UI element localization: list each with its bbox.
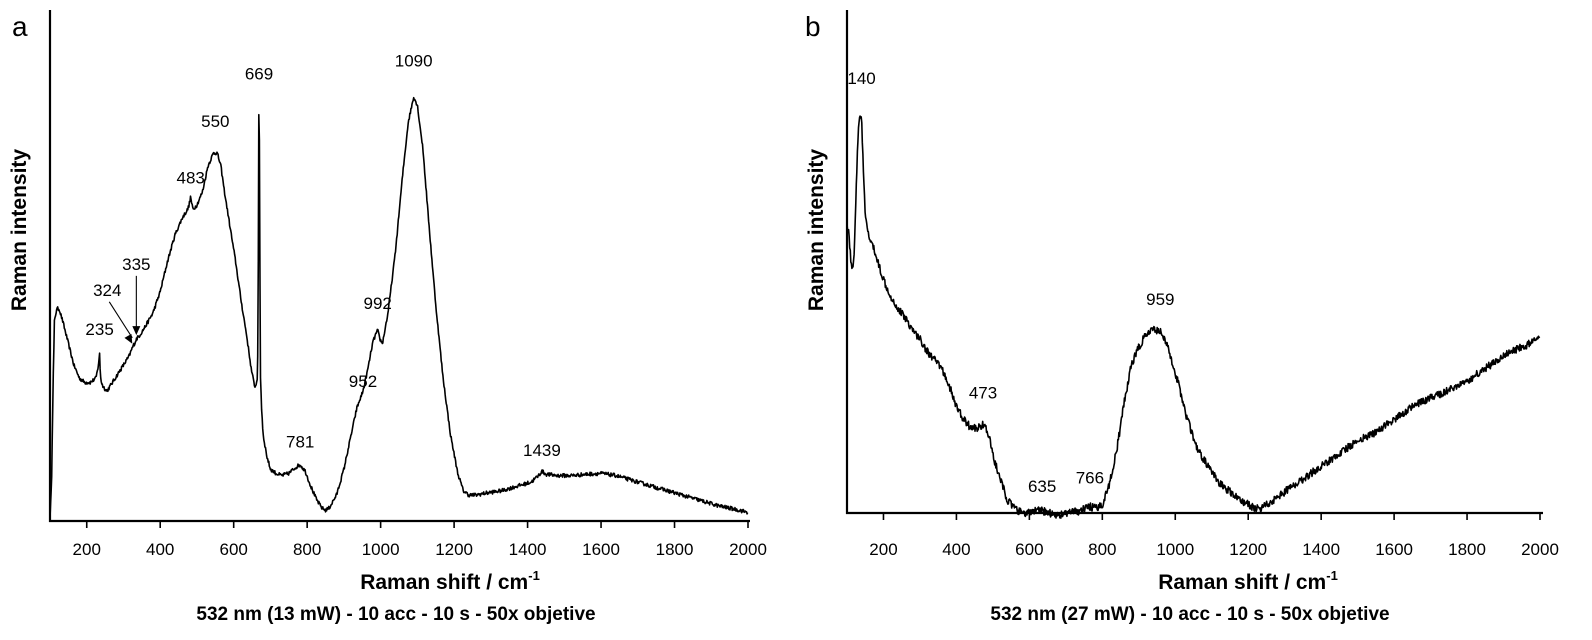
panel-a-tick-label-400: 400: [146, 540, 174, 559]
panel-b-peak-label-959: 959: [1146, 290, 1174, 309]
panel-letter-b: b: [805, 11, 821, 42]
panel-b-tick-label-800: 800: [1088, 540, 1116, 559]
panel-a-arrowhead-324: [124, 333, 133, 344]
panel-a-tick-label-1600: 1600: [582, 540, 620, 559]
panel-b-peak-label-635: 635: [1028, 477, 1056, 496]
panel-a-tick-label-1000: 1000: [362, 540, 400, 559]
panel-a-spectrum-line: [49, 96, 749, 519]
panel-b-x-ticks: 200 400 600 800 1000 1200 1400 1600 1800 2000: [869, 513, 1559, 559]
panel-a-tick-label-200: 200: [73, 540, 101, 559]
panel-a-x-axis-title: Raman shift / cm-1: [360, 568, 540, 594]
panel-b-spectrum-line: [846, 115, 1541, 519]
panel-b-tick-label-1800: 1800: [1448, 540, 1486, 559]
panel-a-peak-label-483: 483: [177, 168, 205, 187]
panel-a-y-axis-title: Raman intensity: [8, 149, 31, 312]
panel-b-x-axis-title: Raman shift / cm-1: [1158, 568, 1338, 594]
panel-b-peak-label-140: 140: [847, 69, 875, 88]
panel-a-peak-label-992: 992: [364, 294, 392, 313]
panel-b-x-axis-title-main: Raman shift / cm: [1158, 571, 1326, 594]
panel-a-peak-label-1090: 1090: [395, 51, 433, 70]
panel-a: a 200 400 600 800 1000 1200 1400 1600 1800 2000 2…: [8, 10, 767, 625]
panel-b-y-axis-title: Raman intensity: [805, 149, 828, 312]
panel-a-tick-label-1400: 1400: [509, 540, 547, 559]
panel-a-tick-label-600: 600: [219, 540, 247, 559]
panel-a-tick-label-1200: 1200: [435, 540, 473, 559]
panel-b-tick-label-600: 600: [1015, 540, 1043, 559]
panel-b-tick-label-200: 200: [869, 540, 897, 559]
panel-a-arrowhead-335: [132, 326, 141, 336]
panel-a-peak-label-235: 235: [85, 320, 113, 339]
panel-b-tick-label-400: 400: [942, 540, 970, 559]
panel-a-arrow-324: [108, 301, 133, 339]
panel-a-peak-label-1439: 1439: [523, 441, 561, 460]
panel-b-tick-label-1000: 1000: [1156, 540, 1194, 559]
panel-a-tick-label-1800: 1800: [656, 540, 694, 559]
panel-a-x-ticks: 200 400 600 800 1000 1200 1400 1600 1800 2000: [73, 521, 767, 559]
panel-a-peak-label-335: 335: [122, 255, 150, 274]
panel-b-caption: 532 nm (27 mW) - 10 acc - 10 s - 50x obj…: [990, 604, 1389, 625]
panel-b-tick-label-1200: 1200: [1229, 540, 1267, 559]
panel-b: b 200 400 600 800 1000 1200 1400 1600 1800 2000 1…: [805, 10, 1559, 625]
panel-b-tick-label-2000: 2000: [1521, 540, 1559, 559]
panel-a-peak-label-324: 324: [93, 281, 121, 300]
panel-b-tick-label-1600: 1600: [1375, 540, 1413, 559]
panel-b-tick-label-1400: 1400: [1302, 540, 1340, 559]
panel-b-peak-label-473: 473: [969, 383, 997, 402]
panel-a-x-axis-title-superscript: -1: [528, 568, 540, 583]
panel-a-caption: 532 nm (13 mW) - 10 acc - 10 s - 50x obj…: [196, 604, 595, 625]
panel-b-x-axis-title-superscript: -1: [1326, 568, 1338, 583]
panel-a-peak-label-781: 781: [286, 432, 314, 451]
panel-b-peak-labels: 140 473 635 766 959: [847, 69, 1174, 496]
panel-a-tick-label-2000: 2000: [729, 540, 767, 559]
panel-a-x-axis-title-main: Raman shift / cm: [360, 571, 528, 594]
panel-b-peak-label-766: 766: [1076, 468, 1104, 487]
panel-a-peak-label-669: 669: [245, 64, 273, 83]
panel-letter-a: a: [12, 11, 28, 42]
panel-a-peak-label-952: 952: [349, 372, 377, 391]
panel-a-tick-label-800: 800: [293, 540, 321, 559]
panel-a-peak-label-550: 550: [201, 112, 229, 131]
